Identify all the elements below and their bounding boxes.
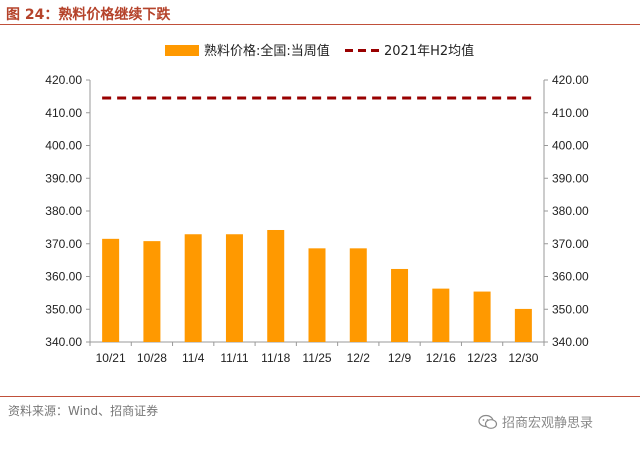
x-tick-label: 12/16 — [426, 351, 456, 365]
y-tick-label-right: 380.00 — [552, 204, 589, 218]
bar-12-23 — [473, 291, 491, 342]
x-tick-label: 11/11 — [220, 351, 249, 365]
bar-10-21 — [102, 238, 120, 342]
bar-12-16 — [432, 288, 450, 342]
x-tick-label: 11/4 — [182, 351, 205, 365]
legend: 熟料价格:全国:当周值 2021年H2均值 — [165, 43, 474, 59]
y-tick-label-right: 410.00 — [552, 106, 589, 120]
watermark: 招商宏观静思录 — [478, 412, 593, 431]
y-tick-label-right: 390.00 — [552, 171, 589, 185]
source-note: 资料来源：Wind、招商证券 — [8, 404, 159, 418]
x-tick-label: 12/23 — [467, 351, 497, 365]
footer-divider — [0, 396, 640, 397]
y-tick-label-left: 350.00 — [45, 302, 82, 316]
bar-12-2 — [349, 248, 367, 342]
bar-12-30 — [514, 308, 532, 342]
y-tick-label-left: 340.00 — [45, 335, 82, 349]
bar-12-9 — [391, 268, 409, 342]
bar-11-25 — [308, 248, 326, 342]
legend-swatch-bar — [165, 45, 199, 56]
x-tick-label: 11/25 — [302, 351, 331, 365]
legend-label-line: 2021年H2均值 — [384, 43, 474, 59]
y-tick-label-right: 340.00 — [552, 335, 589, 349]
title-divider — [0, 24, 640, 25]
bar-11-4 — [184, 234, 202, 342]
x-tick-label: 11/18 — [261, 351, 290, 365]
tick-labels: 420.00 420.00 410.00 410.00 400.00 400.00 390.… — [45, 73, 589, 365]
wechat-icon — [478, 414, 498, 429]
figure-title: 图 24：熟料价格继续下跌 — [6, 7, 171, 23]
legend-label-bar: 熟料价格:全国:当周值 — [204, 43, 330, 59]
y-tick-label-left: 380.00 — [45, 204, 82, 218]
x-tick-label: 12/30 — [508, 351, 538, 365]
x-tick-label: 12/9 — [388, 351, 412, 365]
y-tick-label-left: 400.00 — [45, 139, 82, 153]
y-tick-label-right: 420.00 — [552, 73, 589, 87]
x-tick-label: 12/2 — [347, 351, 371, 365]
y-tick-label-left: 420.00 — [45, 73, 82, 87]
bar-11-18 — [267, 229, 285, 342]
y-tick-label-right: 370.00 — [552, 237, 589, 251]
y-tick-label-left: 390.00 — [45, 171, 82, 185]
y-tick-label-left: 360.00 — [45, 270, 82, 284]
x-tick-label: 10/28 — [137, 351, 167, 365]
bar-11-11 — [225, 234, 243, 342]
bars — [102, 229, 532, 342]
y-tick-label-right: 360.00 — [552, 270, 589, 284]
bar-10-28 — [143, 241, 161, 342]
chart: 熟料价格:全国:当周值 2021年H2均值 420.00 420.00 410.00… — [45, 43, 589, 365]
y-tick-label-left: 410.00 — [45, 106, 82, 120]
watermark-text: 招商宏观静思录 — [502, 416, 594, 431]
y-tick-label-right: 350.00 — [552, 302, 589, 316]
y-tick-label-right: 400.00 — [552, 139, 589, 153]
y-tick-label-left: 370.00 — [45, 237, 82, 251]
x-tick-label: 10/21 — [96, 351, 126, 365]
